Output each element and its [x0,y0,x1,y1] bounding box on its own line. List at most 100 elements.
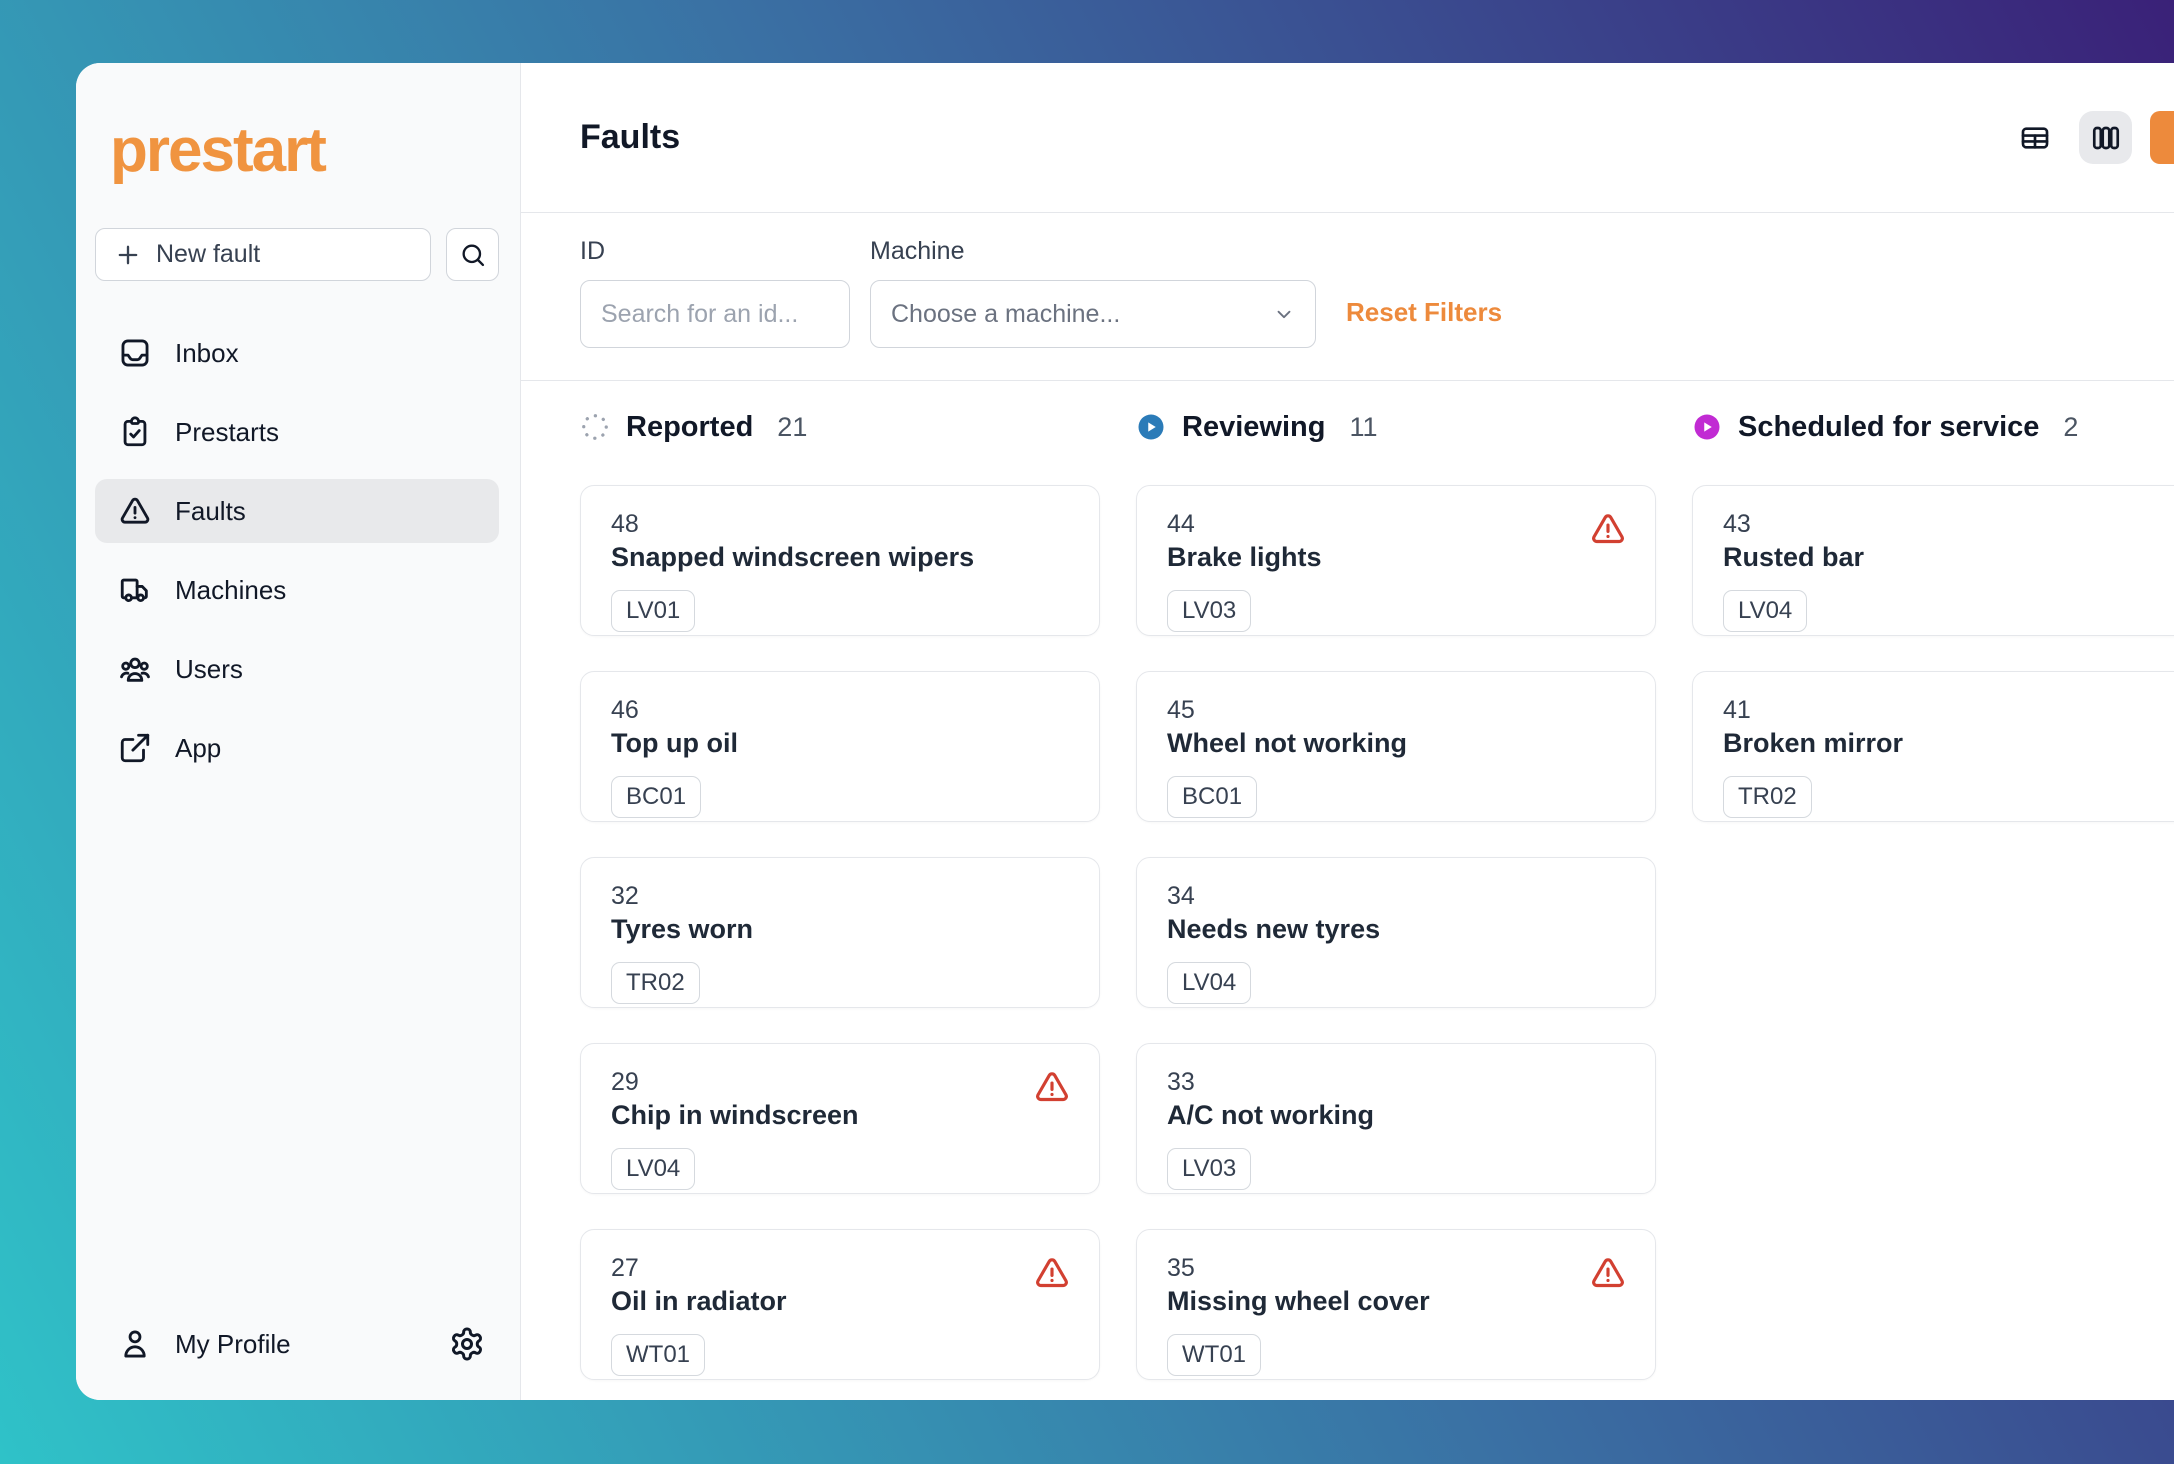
fault-card[interactable]: 46 Top up oil BC01 [580,671,1100,822]
my-profile[interactable]: My Profile [95,1312,499,1376]
fault-id: 32 [611,882,639,910]
fault-title: A/C not working [1167,1100,1374,1130]
machine-select[interactable]: Choose a machine... [870,280,1316,348]
machine-tag: LV04 [611,1148,696,1190]
settings-button[interactable] [449,1326,485,1362]
reset-filters-button[interactable]: Reset Filters [1346,297,1503,327]
alert-triangle-icon [118,494,152,528]
sidebar-item-prestarts[interactable]: Prestarts [95,400,499,464]
kanban-view-icon [2090,122,2122,154]
fault-id: 44 [1167,510,1195,538]
machine-tag: LV03 [1167,1148,1252,1190]
fault-card[interactable]: 43 Rusted bar LV04 [1692,485,2174,636]
warning-triangle-icon [1033,1068,1071,1106]
machine-tag: BC01 [1167,776,1258,818]
id-search-input[interactable] [580,280,850,348]
fault-title: Wheel not working [1167,728,1407,758]
warning-triangle-icon [1589,1254,1627,1292]
sidebar-item-users[interactable]: Users [95,637,499,701]
fault-card[interactable]: 35 Missing wheel cover WT01 [1136,1229,1656,1380]
fault-title: Rusted bar [1723,542,1865,572]
search-icon [459,241,487,269]
fault-title: Oil in radiator [611,1286,787,1316]
new-fault-label: New fault [156,240,261,268]
column-title: Reviewing [1182,410,1326,443]
sidebar: prestart New fault Inbox [76,63,521,1400]
fault-card[interactable]: 41 Broken mirror TR02 [1692,671,2174,822]
fault-card[interactable]: 27 Oil in radiator WT01 [580,1229,1100,1380]
column-header: Reported 21 [580,405,1100,449]
inbox-icon [118,336,152,370]
sidebar-item-faults[interactable]: Faults [95,479,499,543]
column-count: 21 [777,411,808,442]
sidebar-item-inbox[interactable]: Inbox [95,321,499,385]
warning-triangle-icon [1033,1254,1071,1292]
kanban-view-button[interactable] [2079,111,2132,164]
sidebar-item-label: Users [175,653,243,684]
machine-tag: TR02 [611,962,700,1004]
sidebar-search-button[interactable] [446,228,499,281]
machine-tag: LV04 [1723,590,1808,632]
fault-id: 29 [611,1068,639,1096]
user-icon [118,1327,152,1361]
fault-card[interactable]: 34 Needs new tyres LV04 [1136,857,1656,1008]
fault-id: 34 [1167,882,1195,910]
fault-id: 46 [611,696,639,724]
my-profile-label: My Profile [175,1328,291,1359]
table-view-icon [2019,122,2051,154]
accent-action-button[interactable] [2150,111,2174,164]
external-link-icon [118,731,152,765]
id-filter-label: ID [580,237,605,265]
sidebar-item-machines[interactable]: Machines [95,558,499,622]
sidebar-item-label: Machines [175,574,287,605]
machine-tag: WT01 [1167,1334,1262,1376]
machine-select-value: Choose a machine... [891,299,1121,328]
sidebar-nav: Inbox Prestarts Faults Machines [95,321,499,780]
fault-card[interactable]: 33 A/C not working LV03 [1136,1043,1656,1194]
sidebar-item-label: Inbox [175,337,239,368]
machine-tag: WT01 [611,1334,706,1376]
fault-title: Top up oil [611,728,738,758]
machine-tag: LV04 [1167,962,1252,1004]
column-count: 2 [2063,411,2079,442]
fault-card[interactable]: 32 Tyres worn TR02 [580,857,1100,1008]
column-reviewing: Reviewing 11 44 Brake lights LV03 45 W [1136,405,1656,1400]
fault-card[interactable]: 45 Wheel not working BC01 [1136,671,1656,822]
column-header: Scheduled for service 2 [1692,405,2174,449]
fault-title: Needs new tyres [1167,914,1381,944]
fault-card[interactable]: 29 Chip in windscreen LV04 [580,1043,1100,1194]
column-scheduled-for-service: Scheduled for service 2 43 Rusted bar LV… [1692,405,2174,1400]
warning-triangle-icon [1589,510,1627,548]
fault-id: 35 [1167,1254,1195,1282]
users-icon [118,652,152,686]
fault-card[interactable]: 44 Brake lights LV03 [1136,485,1656,636]
sidebar-item-label: App [175,732,222,763]
fault-card[interactable]: 48 Snapped windscreen wipers LV01 [580,485,1100,636]
fault-id: 45 [1167,696,1195,724]
kanban-board: Reported 21 48 Snapped windscreen wipers… [521,381,2174,1400]
sidebar-item-label: Faults [175,495,246,526]
chevron-down-icon [1273,303,1295,325]
table-view-button[interactable] [2008,111,2061,164]
fault-title: Tyres worn [611,914,754,944]
sidebar-item-app[interactable]: App [95,716,499,780]
column-reported: Reported 21 48 Snapped windscreen wipers… [580,405,1100,1400]
brand-logo: prestart [110,116,327,185]
machine-filter-label: Machine [870,237,965,265]
sidebar-item-label: Prestarts [175,416,280,447]
status-play-circle-icon [1136,412,1166,442]
new-fault-button[interactable]: New fault [95,228,431,281]
fault-id: 33 [1167,1068,1195,1096]
plus-icon [114,241,142,269]
fault-id: 48 [611,510,639,538]
fault-id: 43 [1723,510,1751,538]
truck-icon [118,573,152,607]
machine-tag: TR02 [1723,776,1812,818]
machine-tag: LV03 [1167,590,1252,632]
fault-title: Snapped windscreen wipers [611,542,975,572]
gear-icon [449,1326,485,1362]
fault-title: Missing wheel cover [1167,1286,1430,1316]
column-count: 11 [1349,411,1378,442]
fault-title: Chip in windscreen [611,1100,859,1130]
page-header: Faults [521,63,2174,213]
